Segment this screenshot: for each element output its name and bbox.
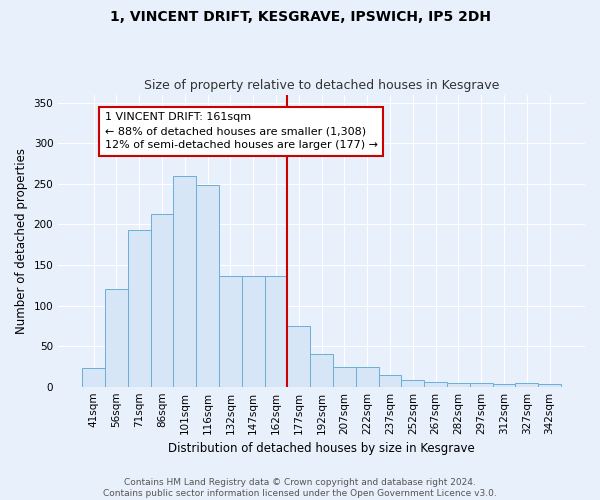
Bar [265, 276, 287, 386]
Title: Size of property relative to detached houses in Kesgrave: Size of property relative to detached ho… [144, 79, 499, 92]
Bar [515, 384, 538, 386]
Bar [82, 368, 105, 386]
Bar [401, 380, 424, 386]
Bar [379, 376, 401, 386]
Bar [424, 382, 447, 386]
Bar [538, 384, 561, 386]
Bar [105, 290, 128, 386]
Bar [173, 176, 196, 386]
Bar [219, 276, 242, 386]
Bar [470, 384, 493, 386]
Bar [151, 214, 173, 386]
Bar [128, 230, 151, 386]
Text: 1 VINCENT DRIFT: 161sqm
← 88% of detached houses are smaller (1,308)
12% of semi: 1 VINCENT DRIFT: 161sqm ← 88% of detache… [105, 112, 378, 150]
Y-axis label: Number of detached properties: Number of detached properties [15, 148, 28, 334]
Bar [287, 326, 310, 386]
X-axis label: Distribution of detached houses by size in Kesgrave: Distribution of detached houses by size … [168, 442, 475, 455]
Bar [242, 276, 265, 386]
Bar [356, 367, 379, 386]
Text: 1, VINCENT DRIFT, KESGRAVE, IPSWICH, IP5 2DH: 1, VINCENT DRIFT, KESGRAVE, IPSWICH, IP5… [110, 10, 491, 24]
Bar [447, 382, 470, 386]
Bar [333, 367, 356, 386]
Bar [310, 354, 333, 386]
Text: Contains HM Land Registry data © Crown copyright and database right 2024.
Contai: Contains HM Land Registry data © Crown c… [103, 478, 497, 498]
Bar [493, 384, 515, 386]
Bar [196, 186, 219, 386]
